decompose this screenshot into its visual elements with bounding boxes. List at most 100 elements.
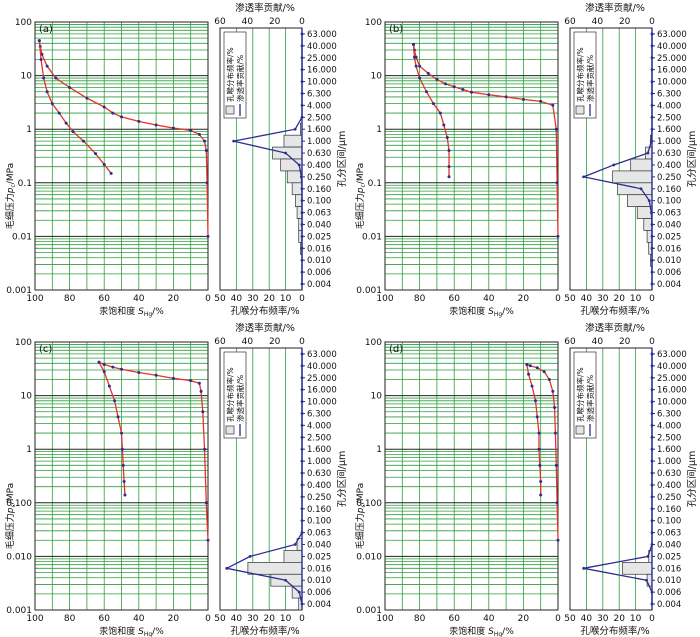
contribution-tick-label: 20 <box>269 337 281 347</box>
pressure-tick-label: 0.100 <box>356 499 382 509</box>
bin-tick-label: 63.000 <box>657 350 687 360</box>
bin-tick-label: 0.025 <box>657 232 681 242</box>
bin-tick-label: 0.250 <box>307 173 331 183</box>
curve-point <box>68 85 72 89</box>
curve-point <box>102 105 106 109</box>
bin-tick-label: 4.000 <box>657 421 681 431</box>
curve-point <box>537 431 541 435</box>
panel-label: (d) <box>389 344 403 355</box>
saturation-tick-label: 20 <box>168 614 180 624</box>
curve-point <box>81 139 85 143</box>
bin-tick-label: 0.630 <box>657 469 681 479</box>
permeability-point <box>612 163 616 167</box>
curve-point <box>203 447 207 451</box>
permeability-point <box>645 578 648 582</box>
pressure-tick-label: 1 <box>26 125 32 135</box>
frequency-tick-label: 30 <box>597 614 609 624</box>
bin-tick-label: 25.000 <box>657 54 687 64</box>
pore-frequency-bar <box>283 550 303 563</box>
bin-tick-label: 0.004 <box>307 600 331 610</box>
legend-box <box>573 31 597 119</box>
bin-tick-label: 40.000 <box>307 42 337 52</box>
bin-tick-label: 63.000 <box>307 30 337 40</box>
bin-tick-label: 16.000 <box>307 66 337 76</box>
saturation-tick-label: 20 <box>518 294 530 304</box>
saturation-tick-label: 20 <box>518 614 530 624</box>
bin-tick-label: 0.100 <box>307 517 331 527</box>
contribution-axis-label: 渗透率贡献/% <box>585 322 645 334</box>
permeability-point <box>293 127 297 131</box>
intrusion-curve <box>98 361 209 541</box>
bin-tick-label: 0.100 <box>307 197 331 207</box>
curve-point <box>97 360 101 364</box>
frequency-tick-label: 10 <box>630 294 642 304</box>
curve-point <box>203 139 207 143</box>
curve-point <box>154 123 158 127</box>
curve-point <box>57 111 61 115</box>
frequency-tick-label: 0 <box>299 294 305 304</box>
frequency-tick-label: 30 <box>247 614 259 624</box>
curve-point <box>556 234 560 238</box>
curve-point <box>414 64 418 68</box>
saturation-tick-label: 100 <box>376 294 393 304</box>
curve-point <box>447 165 451 169</box>
pressure-tick-label: 0.010 <box>356 552 382 562</box>
bin-tick-label: 0.250 <box>657 173 681 183</box>
legend-label-frequency: 孔喉分布频率/% <box>575 367 585 422</box>
permeability-point <box>284 578 287 582</box>
bin-tick-label: 0.250 <box>307 493 331 503</box>
bin-tick-label: 2.500 <box>657 113 681 123</box>
bin-tick-label: 0.160 <box>657 185 681 195</box>
curve-point <box>555 501 559 505</box>
permeability-point <box>248 555 252 558</box>
curve-point <box>54 76 58 80</box>
curve-point <box>444 82 448 86</box>
frequency-tick-label: 50 <box>214 614 226 624</box>
bin-tick-label: 1.000 <box>657 137 681 147</box>
curve-point <box>109 171 113 175</box>
pressure-plot-frame <box>384 341 559 611</box>
pressure-tick-label: 0.1 <box>18 179 32 189</box>
curve-point <box>102 162 106 166</box>
bin-tick-label: 0.400 <box>307 161 331 171</box>
contribution-tick-label: 0 <box>649 337 655 347</box>
bin-tick-label: 0.040 <box>657 221 681 231</box>
curve-point <box>487 93 491 97</box>
bin-tick-label: 0.040 <box>307 541 331 551</box>
saturation-tick-label: 100 <box>26 294 43 304</box>
pressure-tick-label: 100 <box>365 18 382 28</box>
frequency-tick-label: 50 <box>564 614 576 624</box>
curve-point <box>547 377 551 381</box>
bin-tick-label: 16.000 <box>657 66 687 76</box>
bin-tick-label: 0.025 <box>307 552 331 562</box>
permeability-point <box>582 175 586 179</box>
bin-tick-label: 0.004 <box>657 600 681 610</box>
pore-frequency-bar <box>291 182 303 196</box>
frequency-tick-label: 20 <box>263 294 275 304</box>
bin-tick-label: 1.000 <box>307 137 331 147</box>
pressure-axis-label: 毛细压力pc/MPa <box>4 483 17 549</box>
bin-tick-label: 10.000 <box>657 398 687 408</box>
intrusion-curve <box>412 44 559 237</box>
curve-point <box>539 479 543 483</box>
pressure-tick-label: 100 <box>15 338 32 348</box>
curve-point <box>539 493 543 497</box>
bin-tick-label: 1.000 <box>307 457 331 467</box>
contribution-tick-label: 40 <box>592 17 604 27</box>
permeability-point <box>284 151 287 155</box>
bin-tick-label: 0.160 <box>307 185 331 195</box>
bin-axis-label: 孔分区间/μm <box>686 451 698 508</box>
pressure-tick-label: 0.01 <box>12 232 32 242</box>
bin-tick-label: 4.000 <box>307 101 331 111</box>
bin-tick-label: 6.300 <box>657 90 681 100</box>
curve-point <box>553 431 557 435</box>
curve-point <box>42 76 46 80</box>
curve-point <box>431 102 435 106</box>
bin-tick-label: 10.000 <box>657 78 687 88</box>
legend-box <box>573 351 597 439</box>
frequency-tick-label: 40 <box>231 614 243 624</box>
curve-point <box>120 367 123 371</box>
curve-point <box>556 538 560 542</box>
curve-point <box>71 130 75 134</box>
